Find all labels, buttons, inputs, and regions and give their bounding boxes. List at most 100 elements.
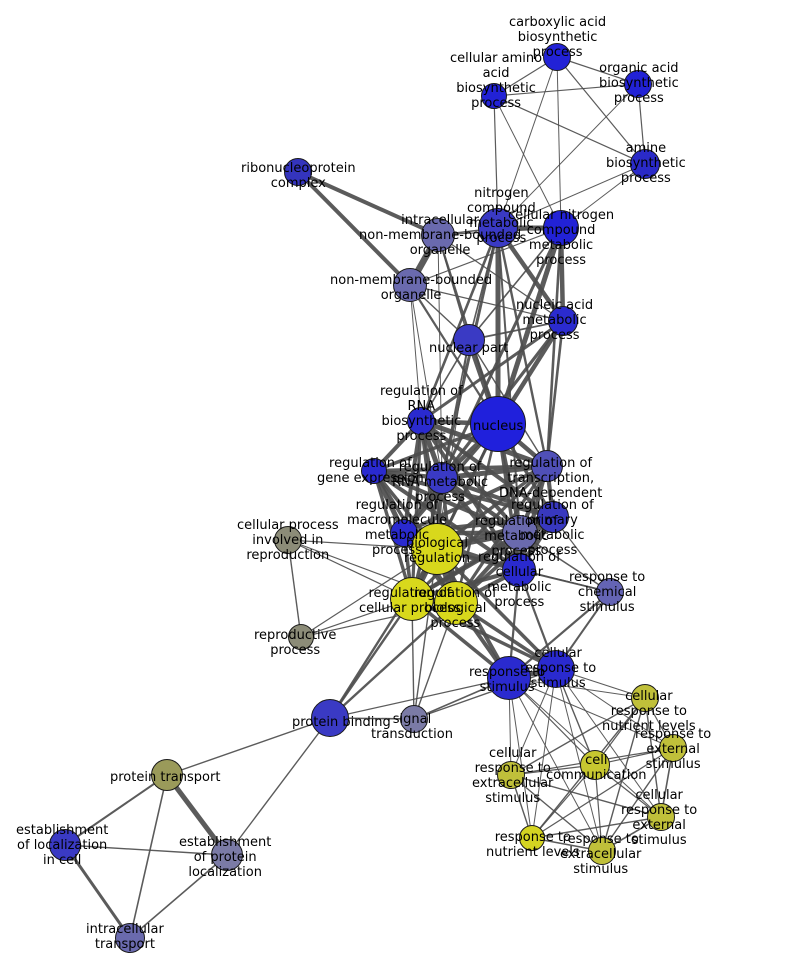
graph-node-label-regulation-of-gene-expression: regulation of gene expression	[317, 456, 424, 486]
graph-node-signal-transduction[interactable]	[400, 705, 428, 733]
graph-node-cellular-response-to-external-stimulus[interactable]	[647, 803, 675, 831]
graph-node-label-regulation-of-biological-process: regulation of biological process	[414, 586, 497, 631]
graph-node-cellular-process-involved-in-reproduction[interactable]	[274, 526, 302, 554]
graph-edge	[287, 539, 302, 638]
graph-node-label-regulation-of-cellular-process: regulation of cellular process	[359, 586, 461, 616]
graph-edge	[510, 697, 646, 776]
graph-node-regulation-of-metabolic-process[interactable]	[502, 515, 538, 551]
graph-edge	[508, 677, 603, 852]
graph-node-label-cellular-response-to-nutrient-levels: cellular response to nutrient levels	[602, 689, 696, 734]
graph-node-cellular-amino-acid-biosynthetic-process[interactable]	[481, 83, 507, 109]
graph-edge	[296, 170, 412, 287]
graph-node-label-carboxylic-acid-biosynthetic-process: carboxylic acid biosynthetic process	[509, 15, 607, 60]
graph-edge	[510, 774, 662, 818]
graph-node-cell-communication[interactable]	[580, 750, 610, 780]
graph-edge	[493, 95, 646, 165]
graph-node-response-to-stimulus[interactable]	[487, 656, 531, 700]
graph-edge	[555, 668, 674, 749]
graph-edge	[508, 677, 646, 699]
graph-edge	[601, 747, 674, 852]
graph-node-nuclear-part[interactable]	[453, 324, 485, 356]
graph-node-establishment-of-localization-in-cell[interactable]	[49, 829, 81, 861]
graph-node-label-regulation-of-transcription-dna-dependent: regulation of transcription, DNA-depende…	[499, 456, 603, 501]
graph-edge	[493, 95, 562, 229]
graph-edge	[329, 602, 457, 719]
graph-node-amine-biosynthetic-process[interactable]	[630, 149, 660, 179]
graph-edge	[300, 548, 438, 638]
graph-node-label-regulation-of-rna-metabolic-process: regulation of RNA metabolic process	[392, 460, 489, 505]
graph-edge	[508, 677, 662, 818]
graph-node-regulation-of-transcription-dna-dependent[interactable]	[531, 450, 563, 482]
graph-edge	[468, 227, 562, 341]
graph-node-response-to-external-stimulus[interactable]	[659, 734, 687, 762]
graph-node-regulation-of-biological-process[interactable]	[434, 581, 478, 625]
graph-edge	[531, 747, 674, 839]
graph-node-nitrogen-compound-metabolic-process[interactable]	[478, 208, 518, 248]
graph-edge	[545, 227, 563, 467]
graph-edge	[556, 56, 646, 165]
graph-edge	[545, 320, 565, 467]
graph-edge	[493, 83, 639, 97]
graph-edge	[419, 227, 500, 422]
graph-node-regulation-of-gene-expression[interactable]	[361, 458, 387, 484]
graph-node-label-cellular-response-to-external-stimulus: cellular response to external stimulus	[621, 788, 698, 848]
graph-node-regulation-of-primary-metabolic-process[interactable]	[537, 501, 569, 533]
graph-node-protein-transport[interactable]	[151, 759, 183, 791]
graph-node-label-nucleus: nucleus	[473, 419, 524, 434]
graph-node-cellular-response-to-nutrient-levels[interactable]	[631, 684, 659, 712]
graph-node-reproductive-process[interactable]	[288, 624, 314, 650]
graph-node-cellular-response-to-stimulus[interactable]	[537, 650, 575, 688]
graph-node-label-regulation-of-cellular-metabolic-process: regulation of cellular metabolic process	[478, 550, 561, 610]
graph-edge	[497, 163, 646, 229]
graph-node-label-nitrogen-compound-metabolic-process: nitrogen compound metabolic process	[467, 186, 536, 246]
graph-node-label-regulation-of-rna-biosynthetic-process: regulation of RNA biosynthetic process	[380, 384, 463, 444]
graph-node-regulation-of-rna-metabolic-process[interactable]	[426, 462, 458, 494]
graph-edge	[497, 56, 558, 229]
graph-node-response-to-nutrient-levels[interactable]	[519, 825, 545, 851]
graph-node-carboxylic-acid-biosynthetic-process[interactable]	[543, 43, 571, 71]
graph-node-label-protein-transport: protein transport	[110, 770, 221, 785]
graph-node-cellular-response-to-extracellular-stimulus[interactable]	[497, 761, 525, 789]
graph-edge	[403, 464, 548, 535]
graph-node-non-membrane-bounded-organelle[interactable]	[393, 268, 427, 302]
graph-node-establishment-of-protein-localization[interactable]	[211, 839, 243, 871]
graph-node-intracellular-transport[interactable]	[115, 923, 145, 953]
graph-edge	[297, 170, 439, 237]
graph-edge	[508, 677, 674, 749]
graph-node-response-to-chemical-stimulus[interactable]	[596, 578, 624, 606]
graph-node-response-to-extracellular-stimulus[interactable]	[588, 837, 616, 865]
graph-node-label-intracellular-non-membrane-bounded-organelle: intracellular non-membrane-bounded organ…	[359, 213, 522, 258]
graph-edge	[497, 83, 639, 229]
graph-node-label-cellular-amino-acid-biosynthetic-process: cellular amino acid biosynthetic process	[450, 51, 543, 111]
graph-node-biological-regulation[interactable]	[411, 523, 463, 575]
graph-node-protein-binding[interactable]	[311, 699, 349, 737]
graph-node-label-ribonucleoprotein-complex: ribonucleoprotein complex	[241, 161, 356, 191]
graph-node-regulation-of-rna-biosynthetic-process[interactable]	[407, 407, 435, 435]
graph-edge	[328, 548, 439, 719]
graph-edge	[420, 319, 564, 423]
graph-node-label-cellular-response-to-stimulus: cellular response to stimulus	[520, 646, 597, 691]
graph-node-cellular-nitrogen-compound-metabolic-process[interactable]	[543, 210, 579, 246]
graph-node-label-response-to-external-stimulus: response to external stimulus	[635, 727, 712, 772]
graph-node-intracellular-non-membrane-bounded-organelle[interactable]	[421, 218, 455, 252]
graph-edge	[64, 844, 228, 856]
graph-edge	[373, 464, 548, 473]
graph-edge	[409, 227, 562, 286]
graph-node-regulation-of-cellular-metabolic-process[interactable]	[502, 553, 536, 587]
graph-edge	[413, 548, 438, 720]
graph-node-organic-acid-biosynthetic-process[interactable]	[624, 70, 652, 98]
graph-edge	[556, 56, 562, 229]
graph-edge	[63, 844, 132, 939]
graph-node-label-non-membrane-bounded-organelle: non-membrane-bounded organelle	[330, 273, 493, 303]
graph-node-nucleus[interactable]	[470, 396, 526, 452]
graph-node-label-cell-communication: cell communication	[546, 753, 647, 783]
graph-node-label-regulation-of-metabolic-process: regulation of metabolic process	[475, 514, 558, 559]
graph-node-label-establishment-of-protein-localization: establishment of protein localization	[179, 835, 272, 880]
graph-edge	[531, 764, 596, 839]
graph-node-label-regulation-of-primary-metabolic-process: regulation of primary metabolic process	[511, 498, 594, 558]
graph-node-ribonucleoprotein-complex[interactable]	[284, 158, 312, 186]
graph-node-regulation-of-cellular-process[interactable]	[390, 577, 434, 621]
graph-node-nucleic-acid-metabolic-process[interactable]	[548, 306, 578, 336]
graph-node-label-response-to-stimulus: response to stimulus	[469, 665, 546, 695]
